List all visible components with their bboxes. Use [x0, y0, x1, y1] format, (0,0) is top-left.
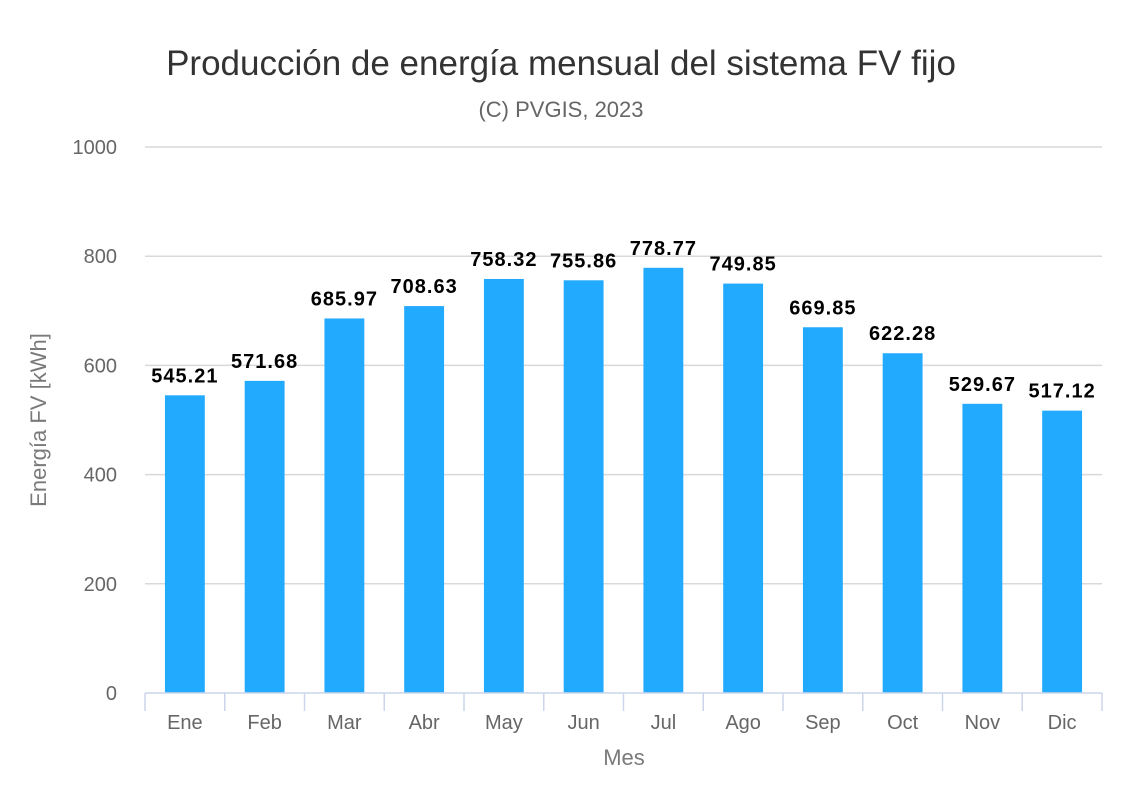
- x-tick-label: Ene: [167, 712, 203, 734]
- x-tick-label: Feb: [247, 712, 281, 734]
- bar: [244, 380, 285, 693]
- bar: [962, 403, 1003, 693]
- data-label: 755.86: [550, 250, 617, 272]
- x-axis-title: Mes: [603, 745, 645, 770]
- chart-subtitle: (C) PVGIS, 2023: [478, 97, 644, 122]
- data-label: 685.97: [311, 288, 378, 310]
- chart-title: Producción de energía mensual del sistem…: [166, 44, 956, 83]
- data-label: 778.77: [630, 238, 697, 260]
- x-tick-label: May: [485, 712, 523, 734]
- bar: [404, 306, 445, 693]
- data-labels: 545.21 571.68 685.97 708.63 758.32 755.86 778.…: [151, 238, 1096, 403]
- data-label: 708.63: [391, 276, 458, 298]
- bar: [324, 318, 365, 693]
- bar: [882, 353, 923, 693]
- y-tick-label: 400: [84, 465, 117, 487]
- bar: [483, 278, 524, 693]
- x-tick-label: Oct: [887, 712, 919, 734]
- y-tick-label: 0: [106, 683, 117, 705]
- y-tick-label: 200: [84, 574, 117, 596]
- data-label: 749.85: [710, 254, 777, 276]
- bars: [164, 267, 1083, 693]
- x-axis: Ene Feb Mar Abr May Jun Jul Ago Sep Oct Nov Dic: [144, 692, 1103, 734]
- data-label: 529.67: [949, 374, 1016, 396]
- bar: [643, 267, 684, 693]
- y-axis-ticks: 0 200 400 600 800 1000: [73, 137, 118, 705]
- x-tick-label: Jul: [651, 712, 677, 734]
- data-label: 571.68: [231, 351, 298, 373]
- x-tick-label: Nov: [965, 712, 1001, 734]
- x-tick-label: Ago: [725, 712, 761, 734]
- x-tick-label: Jun: [568, 712, 600, 734]
- bar: [802, 327, 843, 693]
- y-axis-title: Energía FV [kWh]: [26, 333, 51, 507]
- x-tick-label: Sep: [805, 712, 841, 734]
- y-tick-label: 1000: [73, 137, 118, 159]
- y-tick-label: 600: [84, 355, 117, 377]
- grid-lines: [145, 146, 1102, 585]
- bar: [563, 280, 604, 693]
- data-label: 517.12: [1029, 381, 1096, 403]
- bar: [164, 395, 205, 693]
- x-tick-label: Mar: [327, 712, 362, 734]
- y-tick-label: 800: [84, 246, 117, 268]
- data-label: 545.21: [151, 365, 218, 387]
- x-tick-label: Abr: [409, 712, 440, 734]
- x-tick-label: Dic: [1048, 712, 1077, 734]
- bar: [723, 283, 764, 693]
- data-label: 758.32: [470, 249, 537, 271]
- bar: [1042, 410, 1083, 693]
- data-label: 622.28: [869, 323, 936, 345]
- data-label: 669.85: [789, 297, 856, 319]
